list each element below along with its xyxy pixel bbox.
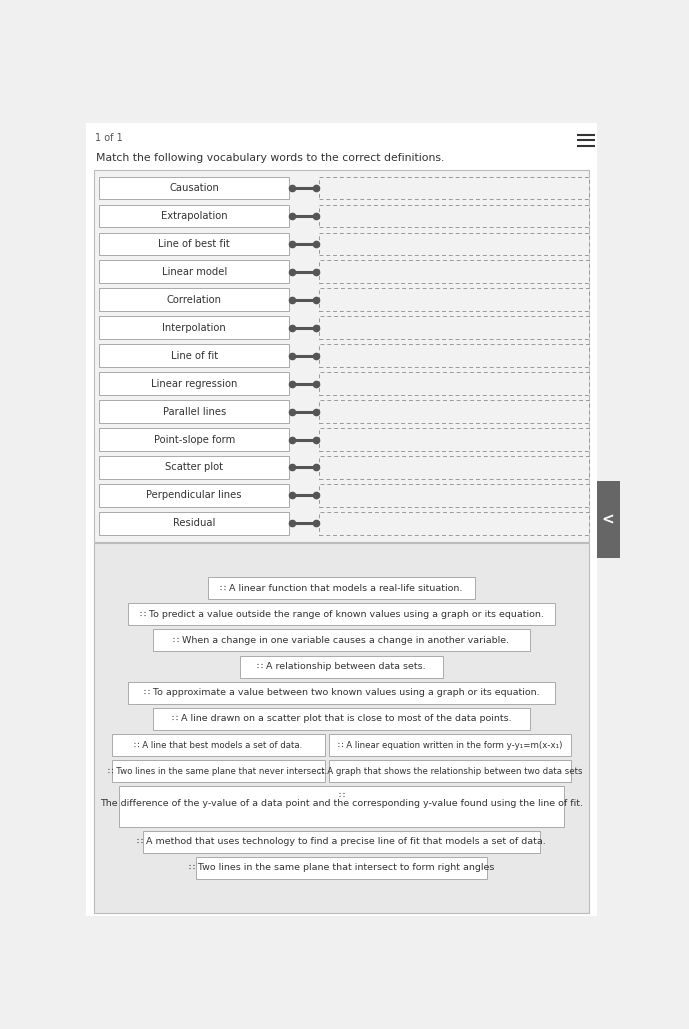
FancyBboxPatch shape: [152, 630, 531, 651]
FancyBboxPatch shape: [99, 428, 289, 451]
FancyBboxPatch shape: [119, 786, 564, 826]
Text: Scatter plot: Scatter plot: [165, 462, 223, 472]
FancyBboxPatch shape: [99, 400, 289, 423]
FancyBboxPatch shape: [318, 233, 589, 255]
Text: Point-slope form: Point-slope form: [154, 434, 235, 445]
FancyBboxPatch shape: [318, 484, 589, 507]
FancyBboxPatch shape: [99, 177, 289, 200]
FancyBboxPatch shape: [112, 760, 325, 782]
Text: ∷ A graph that shows the relationship between two data sets: ∷ A graph that shows the relationship be…: [318, 767, 582, 776]
FancyBboxPatch shape: [329, 760, 571, 782]
Text: ∷ A line drawn on a scatter plot that is close to most of the data points.: ∷ A line drawn on a scatter plot that is…: [172, 714, 511, 723]
FancyBboxPatch shape: [128, 682, 555, 704]
FancyBboxPatch shape: [99, 233, 289, 255]
Text: Parallel lines: Parallel lines: [163, 406, 226, 417]
FancyBboxPatch shape: [99, 456, 289, 478]
Text: Perpendicular lines: Perpendicular lines: [147, 491, 242, 500]
FancyBboxPatch shape: [318, 400, 589, 423]
FancyBboxPatch shape: [240, 655, 443, 677]
FancyBboxPatch shape: [196, 857, 487, 879]
FancyBboxPatch shape: [318, 372, 589, 395]
FancyBboxPatch shape: [318, 205, 589, 227]
Text: <: <: [601, 512, 614, 527]
FancyBboxPatch shape: [99, 484, 289, 507]
FancyBboxPatch shape: [318, 288, 589, 311]
FancyBboxPatch shape: [318, 260, 589, 283]
Text: 1 of 1: 1 of 1: [95, 134, 123, 143]
FancyBboxPatch shape: [152, 708, 531, 730]
Text: ∷ A linear function that models a real-life situation.: ∷ A linear function that models a real-l…: [220, 583, 463, 593]
FancyBboxPatch shape: [94, 543, 589, 913]
FancyBboxPatch shape: [99, 512, 289, 535]
Text: Linear regression: Linear regression: [151, 379, 238, 389]
FancyBboxPatch shape: [318, 456, 589, 478]
Text: The difference of the y-value of a data point and the corresponding y-value foun: The difference of the y-value of a data …: [100, 799, 583, 808]
FancyBboxPatch shape: [99, 372, 289, 395]
Text: ∷ A linear equation written in the form y-y₁=m(x-x₁): ∷ A linear equation written in the form …: [338, 741, 562, 749]
Text: Match the following vocabulary words to the correct definitions.: Match the following vocabulary words to …: [96, 152, 444, 163]
FancyBboxPatch shape: [99, 260, 289, 283]
FancyBboxPatch shape: [318, 428, 589, 451]
FancyBboxPatch shape: [128, 603, 555, 626]
FancyBboxPatch shape: [318, 177, 589, 200]
FancyBboxPatch shape: [143, 830, 540, 853]
FancyBboxPatch shape: [99, 316, 289, 340]
Text: Line of best fit: Line of best fit: [158, 239, 230, 249]
FancyBboxPatch shape: [99, 345, 289, 367]
Text: ∷ Two lines in the same plane that intersect to form right angles: ∷ Two lines in the same plane that inter…: [189, 863, 494, 873]
Text: ∷ When a change in one variable causes a change in another variable.: ∷ When a change in one variable causes a…: [174, 636, 510, 645]
Text: Linear model: Linear model: [162, 267, 227, 277]
Text: Interpolation: Interpolation: [163, 323, 226, 332]
FancyBboxPatch shape: [318, 512, 589, 535]
Text: ∷ To approximate a value between two known values using a graph or its equation.: ∷ To approximate a value between two kno…: [144, 688, 539, 698]
FancyBboxPatch shape: [208, 577, 475, 599]
Text: Correlation: Correlation: [167, 294, 222, 305]
Text: ∷ Two lines in the same plane that never intersect.: ∷ Two lines in the same plane that never…: [108, 767, 328, 776]
Text: Residual: Residual: [173, 519, 216, 528]
Text: Causation: Causation: [169, 183, 219, 193]
FancyBboxPatch shape: [112, 734, 325, 756]
FancyBboxPatch shape: [86, 123, 597, 916]
Text: Line of fit: Line of fit: [171, 351, 218, 361]
Text: ∷ A relationship between data sets.: ∷ A relationship between data sets.: [257, 662, 426, 671]
FancyBboxPatch shape: [329, 734, 571, 756]
Text: ∷: ∷: [338, 791, 344, 801]
Text: ∷ A line that best models a set of data.: ∷ A line that best models a set of data.: [134, 741, 302, 749]
FancyBboxPatch shape: [99, 205, 289, 227]
Text: ∷ To predict a value outside the range of known values using a graph or its equa: ∷ To predict a value outside the range o…: [140, 610, 544, 618]
FancyBboxPatch shape: [597, 482, 620, 558]
FancyBboxPatch shape: [318, 345, 589, 367]
FancyBboxPatch shape: [318, 316, 589, 340]
FancyBboxPatch shape: [94, 170, 589, 541]
Text: Extrapolation: Extrapolation: [161, 211, 227, 221]
FancyBboxPatch shape: [99, 288, 289, 311]
Text: ∷ A method that uses technology to find a precise line of fit that models a set : ∷ A method that uses technology to find …: [137, 838, 546, 846]
